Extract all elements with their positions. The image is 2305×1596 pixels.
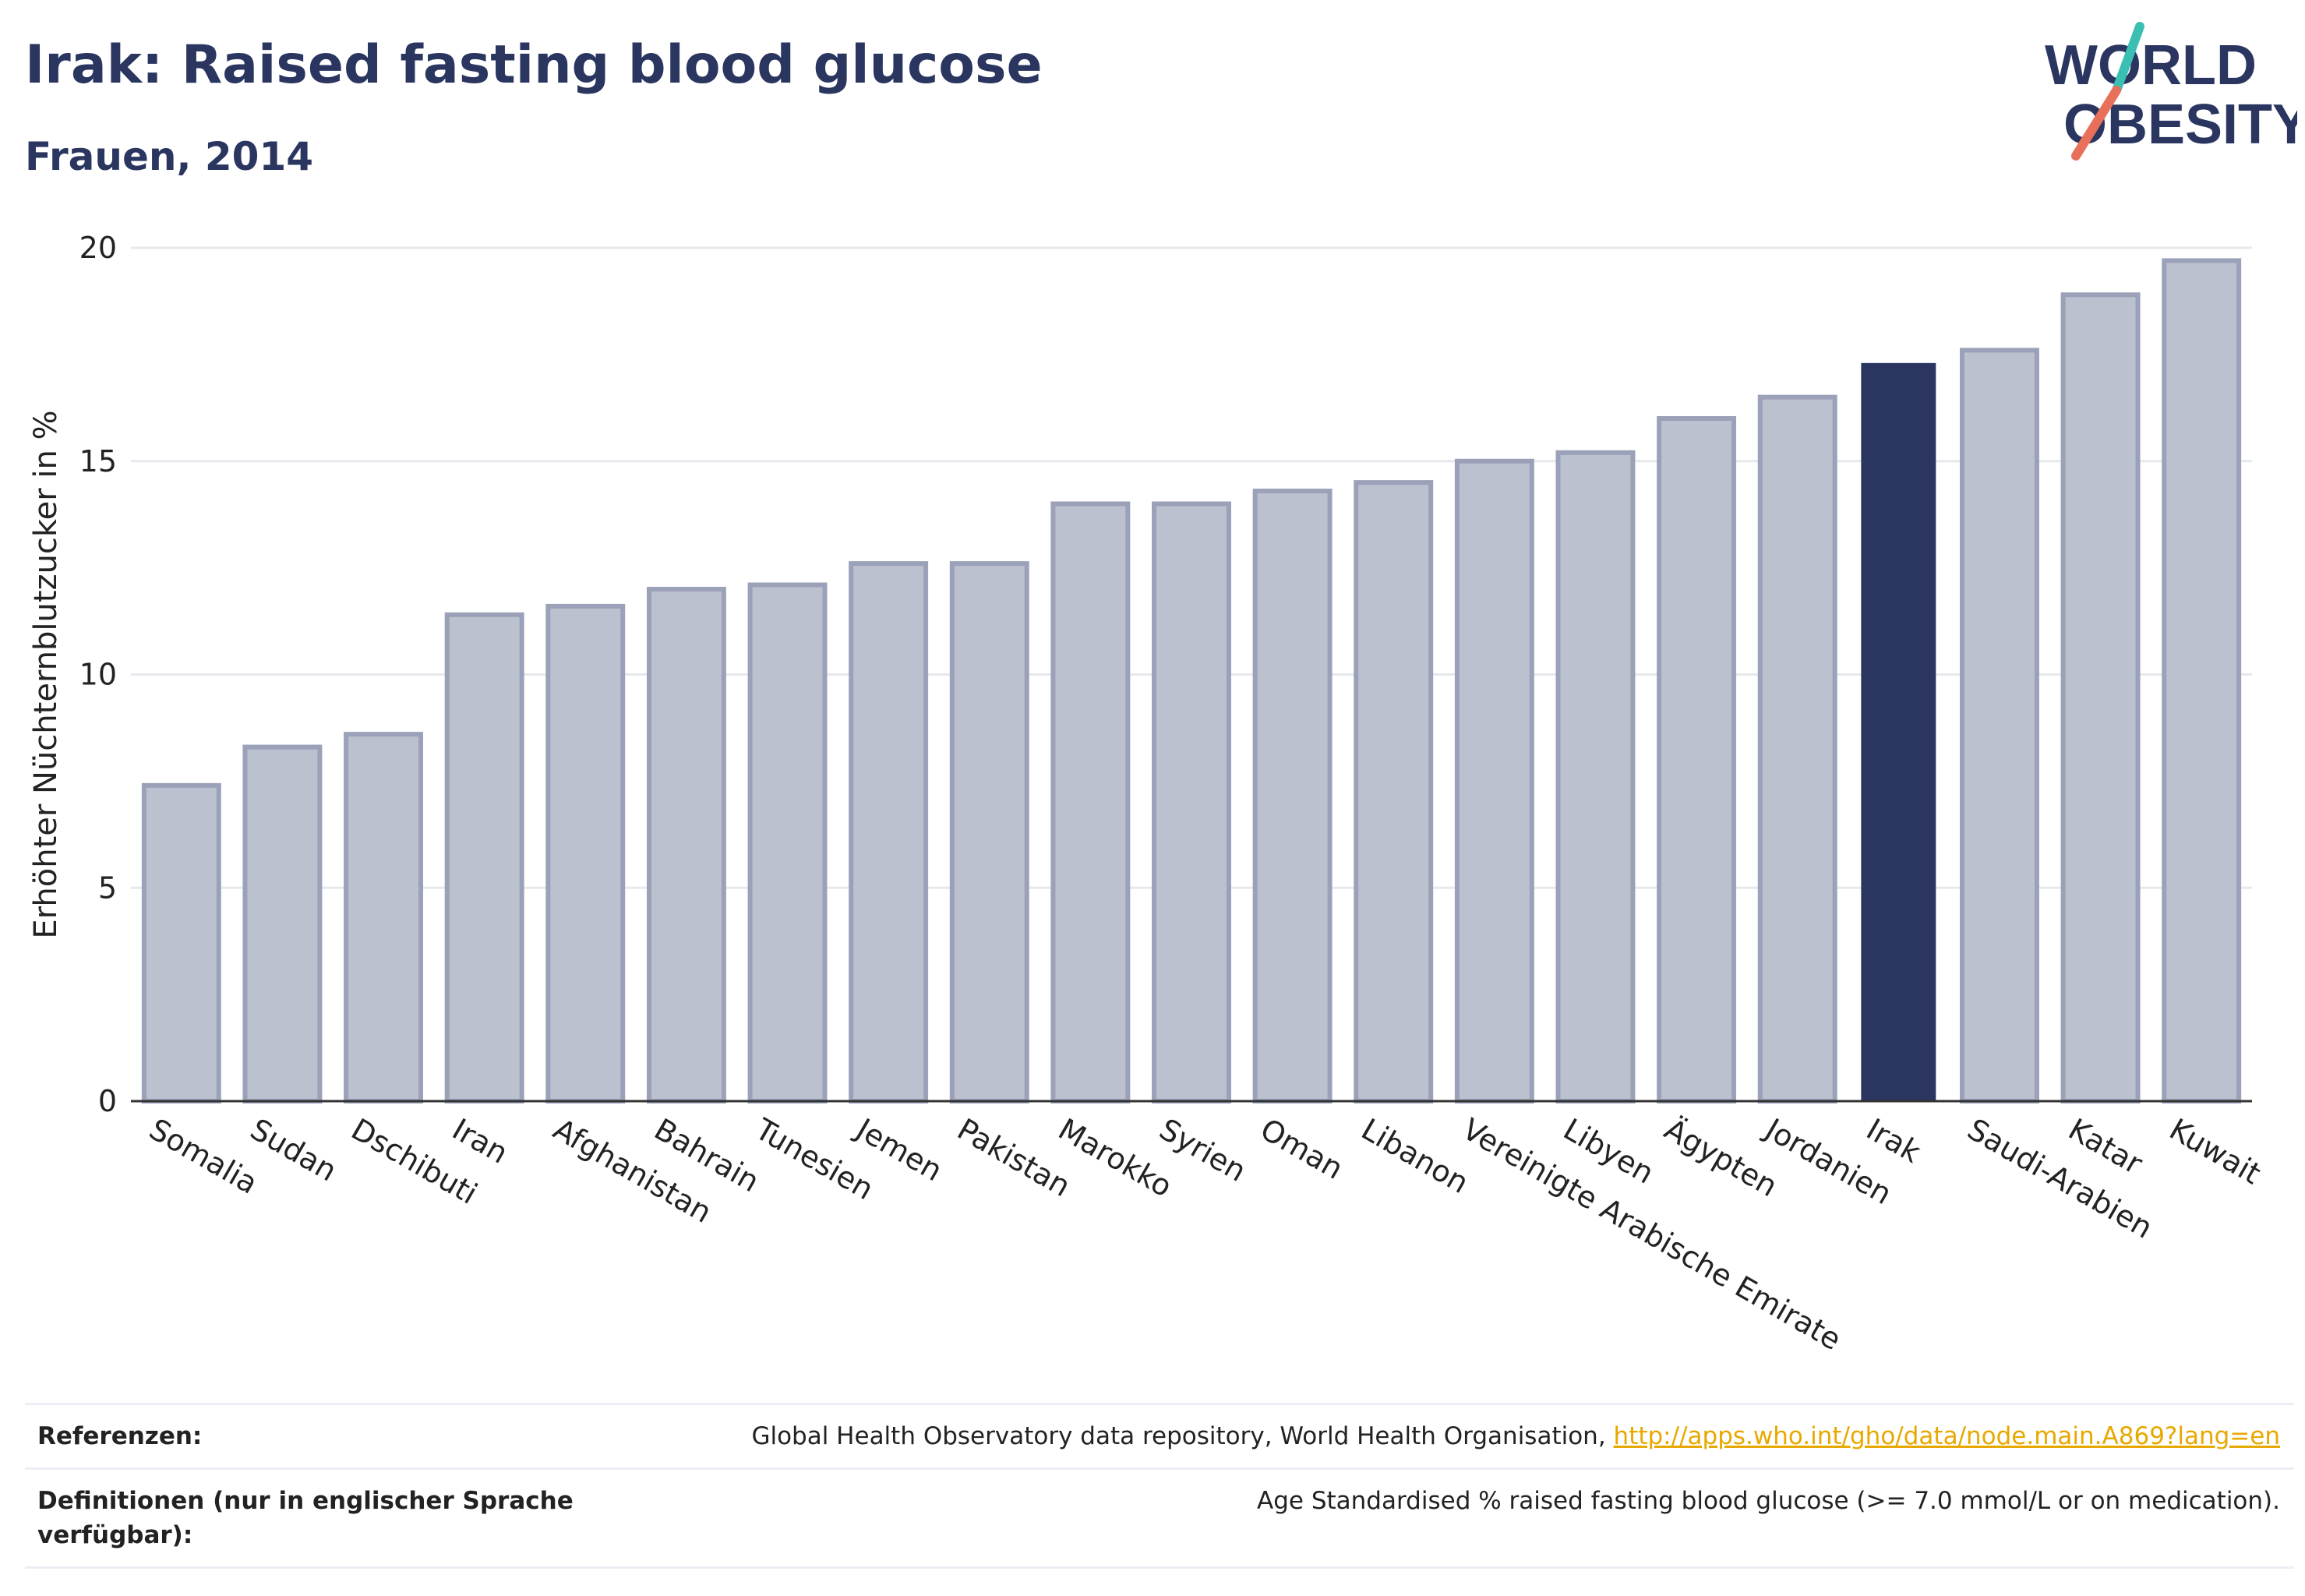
bar	[1152, 501, 1231, 1103]
bar	[141, 782, 221, 1103]
y-tick-label: 10	[79, 658, 117, 692]
bar	[1959, 348, 2039, 1103]
references-row: Referenzen: Global Health Observatory da…	[25, 1403, 2294, 1467]
logo-word-obesity: OBESITY	[2063, 94, 2297, 156]
references-value: Global Health Observatory data repositor…	[751, 1419, 2280, 1453]
y-tick-label: 5	[98, 870, 117, 905]
x-tick-label: Libanon	[1356, 1112, 1474, 1200]
references-label: Referenzen:	[37, 1422, 203, 1450]
definitions-label: Definitionen (nur in englischer Sprache …	[37, 1487, 574, 1549]
x-tick-label: Irak	[1861, 1112, 1926, 1170]
references-table: Referenzen: Global Health Observatory da…	[25, 1403, 2294, 1569]
bar	[1757, 394, 1837, 1103]
bar	[1555, 450, 1636, 1103]
bar	[849, 561, 929, 1103]
x-tick-label: Oman	[1255, 1112, 1349, 1186]
references-text: Global Health Observatory data repositor…	[751, 1422, 1606, 1450]
bars	[141, 258, 2242, 1104]
y-tick-label: 20	[79, 231, 117, 265]
bar	[545, 603, 626, 1103]
bar	[1454, 458, 1534, 1103]
bar-highlight	[1861, 362, 1936, 1101]
logo-accent-teal	[2112, 22, 2144, 95]
definitions-value: Age Standardised % raised fasting blood …	[1257, 1487, 2280, 1515]
x-tick-label: Iran	[447, 1112, 514, 1171]
page-title: Irak: Raised fasting blood glucose	[25, 34, 1043, 96]
bar	[1252, 489, 1333, 1103]
bar	[1657, 416, 1737, 1103]
x-tick-label: Somalia	[143, 1112, 263, 1201]
world-obesity-logo: WORLD OBESITY	[2045, 22, 2297, 161]
y-axis-title: Erhöhter Nüchternblutzucker in %	[28, 410, 64, 938]
bar	[242, 744, 323, 1103]
bar	[344, 732, 424, 1104]
y-tick-label: 15	[79, 444, 117, 478]
bar	[1354, 480, 1434, 1103]
bar	[444, 612, 524, 1103]
y-tick-label: 0	[98, 1084, 117, 1118]
page-subtitle: Frauen, 2014	[25, 134, 314, 179]
bar	[2060, 292, 2141, 1104]
bar	[747, 582, 828, 1103]
bar	[2162, 258, 2242, 1103]
bar	[949, 561, 1029, 1103]
x-tick-label: Pakistan	[951, 1112, 1076, 1204]
x-tick-label: Ägypten	[1659, 1112, 1784, 1204]
x-tick-label: Marokko	[1053, 1112, 1178, 1204]
x-tick-label: Kuwait	[2164, 1112, 2267, 1192]
bar	[646, 587, 726, 1103]
logo-word-world: WORLD	[2045, 34, 2257, 97]
definitions-row: Definitionen (nur in englischer Sprache …	[25, 1467, 2294, 1569]
logo-accent-coral	[2071, 86, 2121, 161]
bar	[1050, 501, 1131, 1103]
references-link[interactable]: http://apps.who.int/gho/data/node.main.A…	[1613, 1422, 2280, 1450]
